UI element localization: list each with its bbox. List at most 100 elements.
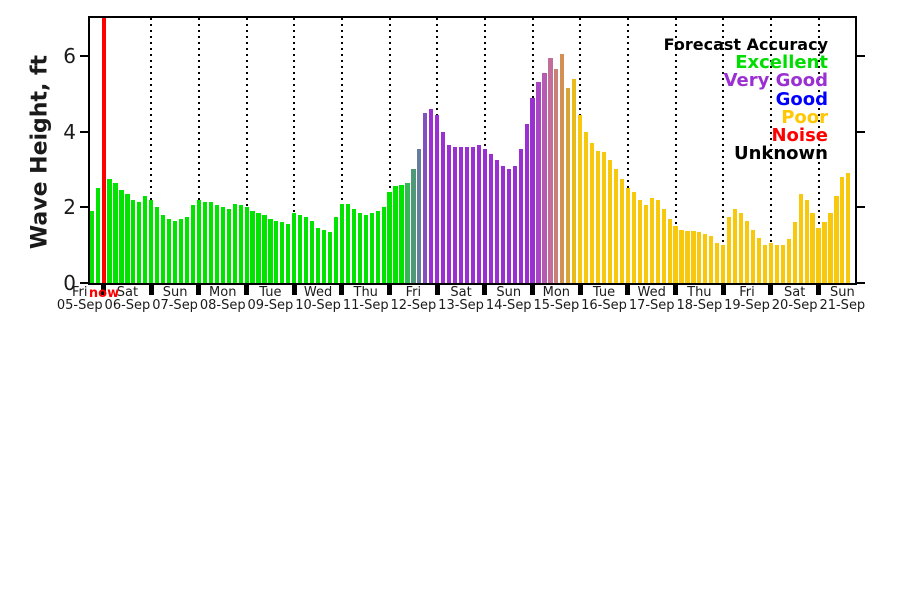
wave-height-bar bbox=[250, 211, 255, 283]
wave-height-bar bbox=[345, 203, 350, 283]
x-date-label: 19-Sep bbox=[724, 298, 770, 313]
x-date-label: 09-Sep bbox=[247, 298, 294, 313]
wave-height-bar bbox=[679, 230, 684, 283]
wave-height-bar bbox=[381, 207, 386, 283]
wave-height-bar bbox=[494, 159, 499, 283]
x-day-name-label: Mon bbox=[209, 285, 237, 300]
wave-height-bar bbox=[834, 195, 839, 283]
x-date-label: 06-Sep bbox=[104, 298, 151, 313]
wave-height-bar bbox=[292, 212, 297, 283]
wave-height-bar bbox=[95, 188, 100, 283]
day-gridline bbox=[388, 18, 391, 283]
wave-height-bar bbox=[113, 182, 118, 283]
wave-height-bar bbox=[458, 146, 464, 283]
x-day-name-label: Fri bbox=[739, 285, 755, 300]
legend-entry-excellent: Excellent bbox=[735, 52, 828, 74]
day-gridline bbox=[293, 18, 296, 283]
x-date-label: 13-Sep bbox=[438, 298, 484, 313]
wave-height-bar bbox=[476, 144, 482, 283]
x-date-label: 05-Sep bbox=[56, 298, 103, 313]
x-date-label: 08-Sep bbox=[199, 298, 246, 313]
wave-height-bar bbox=[411, 169, 416, 283]
wave-height-bar bbox=[512, 165, 517, 283]
x-tick bbox=[387, 285, 393, 295]
wave-height-bar bbox=[167, 218, 172, 283]
x-day-name-label: Wed bbox=[637, 285, 666, 300]
wave-height-bar bbox=[530, 97, 535, 283]
wave-height-bar bbox=[560, 53, 565, 283]
y-tick-label: 0 bbox=[63, 271, 76, 295]
wave-height-bar bbox=[840, 177, 845, 283]
x-tick bbox=[339, 285, 345, 295]
wave-height-bar bbox=[846, 173, 851, 283]
wave-height-bar bbox=[601, 152, 607, 283]
wave-height-bar bbox=[161, 214, 166, 283]
x-day-name-label: Sun bbox=[496, 285, 522, 300]
wave-height-bar bbox=[393, 186, 398, 283]
x-date-label: 11-Sep bbox=[342, 298, 389, 313]
wave-height-bar bbox=[363, 214, 368, 283]
wave-height-bar bbox=[816, 228, 821, 283]
wave-height-bar bbox=[333, 216, 339, 283]
wave-height-bar bbox=[369, 212, 374, 283]
x-date-label: 16-Sep bbox=[581, 298, 627, 313]
wave-height-bar bbox=[488, 154, 493, 283]
wave-height-bar bbox=[399, 184, 404, 283]
wave-height-bar bbox=[619, 178, 625, 283]
y-tick bbox=[856, 206, 865, 209]
wave-height-bar bbox=[184, 216, 190, 283]
x-date-label: 18-Sep bbox=[676, 298, 723, 313]
wave-height-bar bbox=[524, 124, 529, 283]
wave-height-bar bbox=[202, 201, 207, 283]
y-tick bbox=[856, 130, 865, 133]
wave-height-bar bbox=[286, 224, 291, 283]
x-day-name-label: Thu bbox=[687, 285, 712, 300]
legend-entry-good: Good bbox=[775, 88, 828, 110]
wave-height-bar bbox=[709, 235, 714, 283]
wave-height-bar bbox=[137, 201, 142, 283]
day-gridline bbox=[817, 18, 820, 283]
x-day-name-label: Sat bbox=[116, 285, 139, 300]
wave-height-bar bbox=[143, 195, 148, 283]
wave-height-bar bbox=[584, 131, 589, 283]
wave-height-bar bbox=[107, 178, 112, 283]
x-tick bbox=[244, 285, 250, 295]
x-date-label: 15-Sep bbox=[533, 298, 580, 313]
wave-height-bar bbox=[173, 220, 178, 283]
day-gridline bbox=[674, 18, 677, 283]
wave-height-bar bbox=[339, 203, 344, 283]
x-tick bbox=[434, 285, 440, 295]
wave-height-bar bbox=[387, 192, 392, 283]
wave-height-bar bbox=[578, 114, 583, 283]
wave-height-bar bbox=[518, 148, 523, 283]
plot-border bbox=[88, 16, 857, 285]
wave-height-bar bbox=[721, 245, 726, 283]
x-date-label: 12-Sep bbox=[390, 298, 437, 313]
wave-height-bar bbox=[548, 57, 553, 283]
x-date-label: 20-Sep bbox=[771, 298, 818, 313]
x-tick bbox=[530, 285, 536, 295]
wave-height-bar bbox=[590, 142, 595, 283]
wave-height-bar bbox=[155, 207, 160, 283]
wave-height-bar bbox=[208, 201, 213, 283]
y-tick bbox=[856, 282, 865, 284]
wave-height-bar bbox=[733, 209, 738, 283]
wave-height-bar bbox=[536, 82, 541, 283]
wave-height-bar bbox=[357, 212, 362, 283]
wave-height-bar bbox=[453, 146, 458, 283]
y-axis-label: Wave Height, ft bbox=[27, 54, 53, 250]
wave-height-bar bbox=[572, 78, 577, 283]
x-date-label: 14-Sep bbox=[485, 298, 532, 313]
wave-height-bar bbox=[268, 218, 273, 283]
wave-height-bar bbox=[196, 199, 202, 283]
x-day-name-label: Wed bbox=[303, 285, 333, 300]
wave-height-bar bbox=[554, 69, 559, 283]
x-date-label: 17-Sep bbox=[628, 298, 675, 313]
wave-height-bar bbox=[125, 194, 130, 283]
x-tick bbox=[625, 285, 631, 295]
wave-height-bar bbox=[792, 222, 797, 283]
wave-height-bar bbox=[238, 205, 243, 283]
wave-height-bar bbox=[405, 182, 410, 283]
wave-height-bar bbox=[423, 112, 428, 283]
wave-height-bar bbox=[131, 199, 136, 283]
